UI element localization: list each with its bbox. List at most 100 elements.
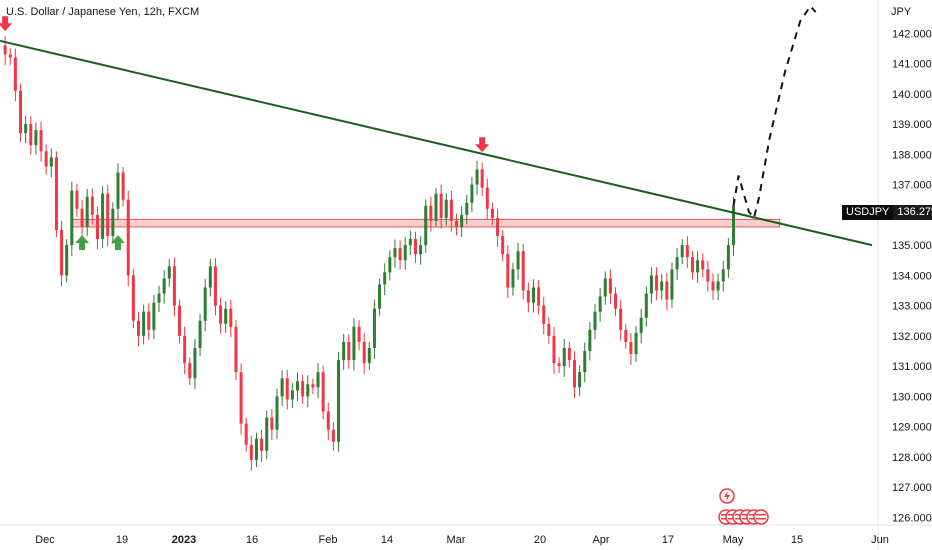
candle-body [732, 205, 736, 246]
flag-stripe [756, 518, 766, 520]
candle-body [680, 245, 684, 258]
y-tick-label: 142.000 [892, 28, 932, 40]
candle-body [234, 326, 238, 373]
candle-body [70, 190, 74, 246]
candle-body [188, 363, 192, 379]
candle-body [665, 281, 669, 300]
candle-body [147, 311, 151, 330]
candle-body [614, 293, 618, 309]
candle-body [496, 217, 500, 237]
candle-body [603, 278, 607, 297]
candle-body [60, 229, 64, 276]
x-tick-label: Jun [871, 534, 889, 546]
candle-body [357, 326, 361, 342]
up-arrow-icon [110, 235, 125, 251]
y-tick-label: 140.000 [892, 89, 932, 101]
candle-body [75, 190, 79, 209]
projection-path [732, 4, 817, 221]
candle-body [419, 245, 423, 255]
x-tick-label: May [723, 534, 744, 546]
candle-body [306, 384, 310, 397]
candle-body [301, 381, 305, 397]
candle-body [608, 278, 612, 294]
candle-body [311, 384, 315, 388]
candle-body [506, 254, 510, 288]
candle-body [265, 417, 269, 451]
candle-body [716, 281, 720, 291]
candle-body [167, 266, 171, 279]
candle-body [449, 199, 453, 221]
candle-body [80, 208, 84, 227]
candle-body [562, 347, 566, 367]
candle-body [660, 281, 664, 291]
x-tick-label: Feb [319, 534, 338, 546]
candle-body [557, 363, 561, 367]
candle-body [172, 266, 176, 306]
current-price-tag: USDJPY 136.279 [842, 205, 932, 220]
candle-body [224, 308, 228, 324]
candle-body [721, 269, 725, 282]
y-tick-label: 134.000 [892, 270, 932, 282]
down-arrow-icon [475, 137, 490, 153]
candle-body [685, 245, 689, 258]
candle-body [711, 281, 715, 291]
candle-body [516, 251, 520, 270]
candle-body [337, 360, 341, 442]
candle-body [162, 278, 166, 294]
candle-body [85, 196, 89, 227]
candle-body [34, 130, 38, 146]
candle-body [619, 308, 623, 330]
y-tick-label: 131.000 [892, 361, 932, 373]
flag-stripe [756, 514, 766, 516]
x-tick-label: 20 [534, 534, 546, 546]
candle-body [675, 257, 679, 270]
candle-body [142, 311, 146, 336]
candle-body [367, 347, 371, 364]
candle-body [254, 438, 258, 460]
candle-body [531, 287, 535, 303]
candle-body [321, 372, 325, 412]
x-tick-label: 2023 [172, 534, 196, 546]
y-tick-label: 128.000 [892, 452, 932, 464]
candle-body [198, 320, 202, 348]
up-arrow-icon [75, 235, 90, 251]
y-tick-label: 129.000 [892, 422, 932, 434]
us-flag-icon [753, 509, 769, 525]
candle-body [572, 360, 576, 388]
candle-body [101, 193, 105, 240]
candle-body [465, 202, 469, 215]
candle-body [178, 305, 182, 336]
candle-body [24, 124, 28, 134]
candle-body [455, 220, 459, 227]
y-tick-label: 133.000 [892, 301, 932, 313]
candle-body [567, 347, 571, 361]
candle-body [639, 317, 643, 333]
candle-body [393, 248, 397, 258]
candle-body [624, 329, 628, 342]
y-tick-label: 127.000 [892, 482, 932, 494]
candle-body [511, 269, 515, 288]
y-tick-label: 138.000 [892, 149, 932, 161]
candle-body [644, 293, 648, 318]
candle-body [655, 275, 659, 291]
candle-body [475, 169, 479, 185]
candle-body [429, 205, 433, 221]
candle-body [593, 311, 597, 330]
down-arrow-icon [0, 16, 13, 32]
candle-body [378, 284, 382, 309]
candle-body [121, 172, 125, 200]
candle-body [131, 275, 135, 321]
y-tick-label: 137.000 [892, 180, 932, 192]
candle-body [290, 390, 294, 400]
candle-body [460, 214, 464, 227]
candle-body [270, 417, 274, 430]
candle-body [203, 287, 207, 321]
candle-body [347, 341, 351, 361]
candle-body [3, 45, 7, 55]
candle-body [44, 151, 48, 167]
candle-body [219, 305, 223, 324]
candle-body [490, 208, 494, 218]
candle-body [670, 269, 674, 300]
candle-body [95, 214, 99, 240]
